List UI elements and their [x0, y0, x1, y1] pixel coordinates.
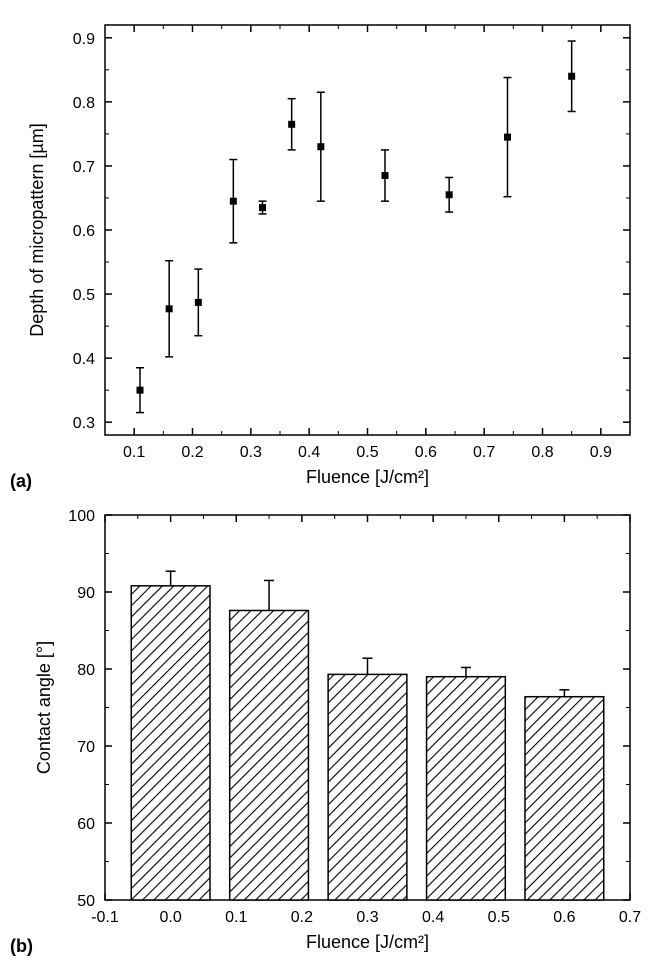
svg-text:0.4: 0.4	[298, 444, 320, 461]
svg-text:60: 60	[77, 816, 95, 833]
svg-text:0.1: 0.1	[225, 909, 247, 926]
svg-text:0.4: 0.4	[73, 351, 95, 368]
svg-text:0.6: 0.6	[553, 909, 575, 926]
panel-a: 0.1 0.2 0.3 0.4 0.5 0.6 0.7 0.8 0.9 0.3 0.4 0.5 0.6 0…	[10, 10, 653, 490]
svg-text:0.3: 0.3	[240, 444, 262, 461]
svg-text:0.3: 0.3	[73, 415, 95, 432]
svg-text:Fluence [J/cm²]: Fluence [J/cm²]	[306, 467, 429, 487]
svg-text:0.6: 0.6	[73, 223, 95, 240]
svg-text:70: 70	[77, 739, 95, 756]
svg-text:50: 50	[77, 893, 95, 910]
scatter-chart: 0.1 0.2 0.3 0.4 0.5 0.6 0.7 0.8 0.9 0.3 0.4 0.5 0.6 0…	[10, 10, 653, 490]
svg-text:0.4: 0.4	[422, 909, 444, 926]
svg-text:0.0: 0.0	[160, 909, 182, 926]
svg-text:-0.1: -0.1	[91, 909, 119, 926]
svg-text:80: 80	[77, 662, 95, 679]
svg-text:0.3: 0.3	[356, 909, 378, 926]
svg-text:0.5: 0.5	[356, 444, 378, 461]
svg-text:0.7: 0.7	[473, 444, 495, 461]
svg-text:0.6: 0.6	[415, 444, 437, 461]
bar-chart: -0.1 0.0 0.1 0.2 0.3 0.4 0.5 0.6 0.7 50 60 70 80 90 10…	[10, 500, 653, 955]
svg-text:0.2: 0.2	[181, 444, 203, 461]
panel-b: -0.1 0.0 0.1 0.2 0.3 0.4 0.5 0.6 0.7 50 60 70 80 90 10…	[10, 500, 653, 955]
svg-text:0.7: 0.7	[619, 909, 641, 926]
svg-text:0.2: 0.2	[291, 909, 313, 926]
svg-text:100: 100	[68, 508, 95, 525]
svg-text:0.5: 0.5	[73, 287, 95, 304]
svg-text:Contact angle [°]: Contact angle [°]	[34, 641, 54, 774]
panel-b-label: (b)	[10, 936, 33, 957]
panel-a-label: (a)	[10, 471, 32, 492]
svg-text:Fluence [J/cm²]: Fluence [J/cm²]	[306, 932, 429, 952]
svg-text:Depth of micropattern [µm]: Depth of micropattern [µm]	[27, 123, 47, 336]
svg-text:90: 90	[77, 585, 95, 602]
svg-text:0.1: 0.1	[123, 444, 145, 461]
svg-text:0.9: 0.9	[590, 444, 612, 461]
svg-text:0.7: 0.7	[73, 159, 95, 176]
svg-text:0.5: 0.5	[488, 909, 510, 926]
svg-text:0.9: 0.9	[73, 31, 95, 48]
svg-text:0.8: 0.8	[73, 95, 95, 112]
svg-text:0.8: 0.8	[531, 444, 553, 461]
